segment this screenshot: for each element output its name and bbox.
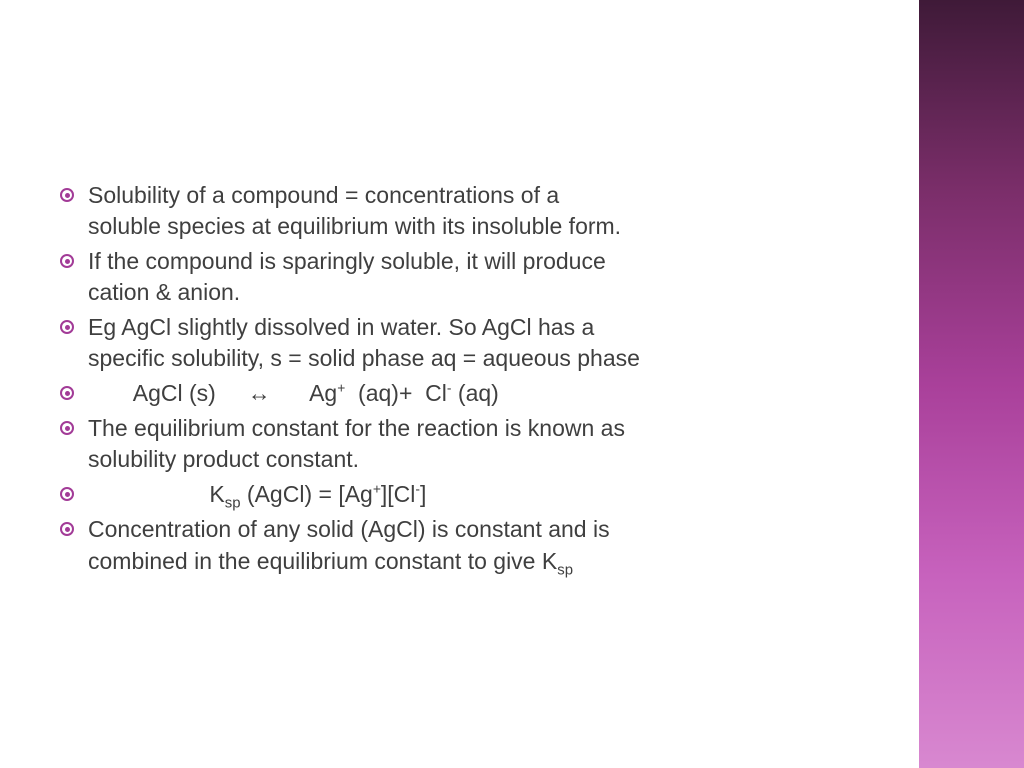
bullet-item: Eg AgCl slightly dissolved in water. So … (60, 312, 860, 374)
text-line: If the compound is sparingly soluble, it… (88, 248, 606, 274)
text-line: solubility product constant. (88, 446, 359, 472)
text-frag: (AgCl) = [Ag (241, 481, 373, 507)
bullet-equation: Ksp (AgCl) = [Ag+][Cl-] (88, 479, 860, 510)
bullet-item: If the compound is sparingly soluble, it… (60, 246, 860, 308)
bullet-icon (60, 386, 74, 400)
bullet-text: Eg AgCl slightly dissolved in water. So … (88, 312, 860, 374)
superscript: + (373, 482, 381, 497)
bullet-text: The equilibrium constant for the reactio… (88, 413, 860, 475)
text-line: Eg AgCl slightly dissolved in water. So … (88, 314, 594, 340)
bullet-icon (60, 320, 74, 334)
bullet-icon (60, 254, 74, 268)
text-frag: ] (420, 481, 426, 507)
bullet-item: Ksp (AgCl) = [Ag+][Cl-] (60, 479, 860, 510)
bullet-icon (60, 188, 74, 202)
text-line: cation & anion. (88, 279, 240, 305)
bullet-icon (60, 522, 74, 536)
slide-content: Solubility of a compound = concentration… (60, 180, 860, 581)
bullet-text: If the compound is sparingly soluble, it… (88, 246, 860, 308)
text-line: Concentration of any solid (AgCl) is con… (88, 516, 610, 542)
text-line: soluble species at equilibrium with its … (88, 213, 621, 239)
text-line: specific solubility, s = solid phase aq … (88, 345, 640, 371)
bullet-item: Concentration of any solid (AgCl) is con… (60, 514, 860, 576)
bullet-item: AgCl (s) ↔ Ag+ (aq)+ Cl- (aq) (60, 378, 860, 409)
slide: Solubility of a compound = concentration… (0, 0, 1024, 768)
text-line: Solubility of a compound = concentration… (88, 182, 559, 208)
bullet-text: Solubility of a compound = concentration… (88, 180, 860, 242)
text-frag: ][Cl (381, 481, 416, 507)
subscript: sp (225, 495, 241, 512)
bullet-icon (60, 487, 74, 501)
bullet-text: Concentration of any solid (AgCl) is con… (88, 514, 860, 576)
bullet-equation: AgCl (s) ↔ Ag+ (aq)+ Cl- (aq) (88, 378, 860, 409)
subscript: sp (557, 561, 573, 578)
accent-bar (919, 0, 1024, 768)
text-frag: (aq) (452, 380, 499, 406)
text-line: combined in the equilibrium constant to … (88, 548, 557, 574)
bullet-item: Solubility of a compound = concentration… (60, 180, 860, 242)
text-line: The equilibrium constant for the reactio… (88, 415, 625, 441)
text-frag: K (88, 481, 225, 507)
text-frag: AgCl (s) ↔ Ag (88, 380, 337, 406)
text-frag: (aq)+ Cl (345, 380, 447, 406)
bullet-icon (60, 421, 74, 435)
bullet-item: The equilibrium constant for the reactio… (60, 413, 860, 475)
